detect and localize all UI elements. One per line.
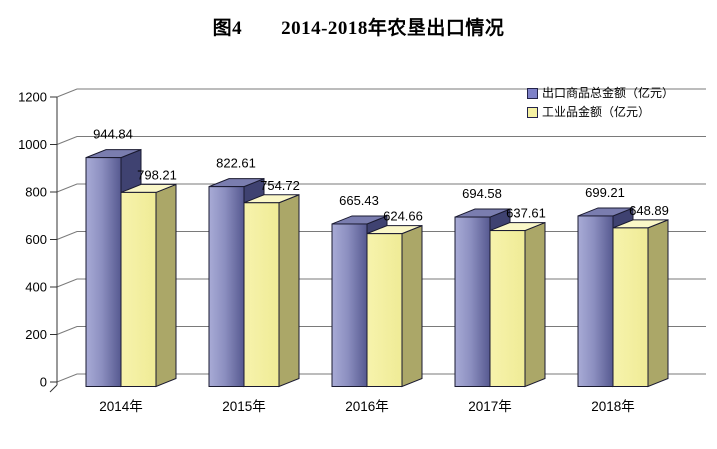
ytick-label-600: 600 [25,232,47,247]
bar-industrial-goods-2017年 [489,221,546,388]
bar-front-face [243,202,280,387]
bar-industrial-goods-2016年 [366,224,423,388]
bar-front-face [85,157,122,387]
value-label-export-total-2017年: 694.58 [462,186,502,201]
xtick-label-2014年: 2014年 [99,399,143,414]
value-label-industrial-goods-2016年: 624.66 [383,209,423,224]
gridline-800 [56,183,706,193]
value-label-export-total-2015年: 822.61 [216,156,256,171]
bar-industrial-goods-2015年 [243,194,300,388]
legend-item-0: 出口商品总金额（亿元） [527,86,674,100]
value-label-industrial-goods-2018年: 648.89 [629,203,669,218]
axis-layer [49,96,58,393]
bar-front-face [489,230,526,387]
bar-front-face [208,186,245,387]
legend-label: 工业品金额（亿元） [542,105,651,119]
bar-side-face [155,183,177,388]
legend-swatch-icon [527,107,538,118]
bar-industrial-goods-2014年 [120,183,177,388]
bar-front-face [454,216,491,387]
ytick-label-1000: 1000 [18,137,47,152]
value-label-export-total-2016年: 665.43 [339,193,379,208]
xtick-label-2018年: 2018年 [591,399,635,414]
bar-front-face [120,191,157,387]
value-label-industrial-goods-2015年: 754.72 [260,178,300,193]
bar-industrial-goods-2018年 [612,219,669,388]
gridline-1200 [56,88,706,98]
legend-swatch-icon [527,88,538,99]
bar-front-face [366,233,403,387]
bar-side-face [401,224,423,388]
value-label-industrial-goods-2017年: 637.61 [506,206,546,221]
value-label-export-total-2018年: 699.21 [585,185,625,200]
ytick-label-200: 200 [25,327,47,342]
ytick-label-1200: 1200 [18,90,47,105]
legend-label: 出口商品总金额（亿元） [542,86,675,100]
ytick-label-800: 800 [25,185,47,200]
value-label-industrial-goods-2014年: 798.21 [137,167,177,182]
chart-title: 图4 2014-2018年农垦出口情况 [212,18,505,39]
ytick-label-0: 0 [40,375,47,390]
value-label-export-total-2014年: 944.84 [93,127,133,142]
category-axis-corner [49,384,58,393]
label-layer: 0 200 400 600 800 1000 1200 944.84 798.21 2014年 82… [18,90,669,415]
bar-side-face [524,221,546,388]
legend-item-1: 工业品金额（亿元） [527,105,674,119]
bar-side-face [647,219,669,388]
ytick-label-400: 400 [25,280,47,295]
bar-side-face [278,194,300,388]
xtick-label-2015年: 2015年 [222,399,266,414]
chart-legend: 出口商品总金额（亿元） 工业品金额（亿元） [527,86,674,124]
bar-layer [85,148,669,388]
bar-front-face [577,215,614,387]
bar-front-face [331,223,368,387]
xtick-label-2016年: 2016年 [345,399,389,414]
gridline-1000 [56,136,706,145]
bar-front-face [612,227,649,387]
xtick-label-2017年: 2017年 [468,399,512,414]
